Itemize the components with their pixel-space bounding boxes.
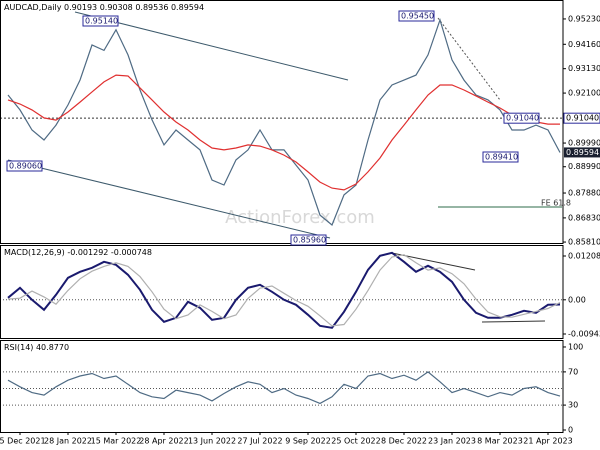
- price-label: 0.89594: [566, 148, 599, 157]
- y-tick-label: 0.87880: [568, 189, 600, 198]
- y-tick-label: 0.93130: [568, 64, 600, 73]
- x-tick-label: 28 Jan 2022: [44, 437, 92, 446]
- rsi-value: 40.8770: [36, 343, 69, 352]
- macd-header: MACD(12,26,9) -0.001292 -0.000748: [4, 248, 152, 257]
- panel-frame: [0, 340, 564, 433]
- x-tick-label: 15 Mar 2022: [91, 437, 142, 446]
- channel-line: [7, 159, 331, 239]
- symbol: AUDCAD,Daily: [4, 3, 62, 12]
- macd-label: MACD(12,26,9): [4, 248, 65, 257]
- y-tick-label: 0.95230: [568, 14, 600, 23]
- x-tick-label: 21 Apr 2023: [523, 437, 572, 446]
- high: 0.90308: [100, 3, 133, 12]
- price-label-box: [564, 147, 600, 158]
- close: 0.89594: [171, 3, 204, 12]
- annotation: 0.91040: [506, 114, 539, 123]
- y-tick-label: 30: [568, 401, 578, 410]
- y-tick-label: 0.88990: [568, 162, 600, 171]
- channel-line: [74, 11, 349, 81]
- annotation-box: [482, 151, 519, 163]
- series-line: [7, 254, 561, 327]
- y-tick-label: 70: [568, 367, 578, 376]
- y-tick-label: 0.85810: [568, 238, 600, 247]
- signal-value: -0.000748: [111, 248, 152, 257]
- x-tick-label: 9 Sep 2022: [285, 437, 331, 446]
- annotation-box: [82, 15, 119, 27]
- x-tick-label: 15 Dec 2021: [0, 437, 46, 446]
- annotation: 0.95450: [401, 12, 434, 21]
- annotation-box: [290, 234, 327, 246]
- annotation: 0.89410: [485, 153, 518, 162]
- x-tick-label: 8 Mar 2023: [477, 437, 523, 446]
- macd-value: -0.001292: [67, 248, 108, 257]
- annotation-box: [398, 10, 435, 22]
- y-tick-label: 0.89990: [568, 139, 600, 148]
- x-tick-label: 13 Jun 2022: [188, 437, 236, 446]
- x-tick-label: 28 Apr 2022: [139, 437, 188, 446]
- x-tick-label: 25 Oct 2022: [331, 437, 380, 446]
- x-tick-label: 27 Jul 2022: [237, 437, 282, 446]
- projection-line: [437, 17, 501, 101]
- y-tick-label: 0.00: [568, 295, 586, 304]
- y-tick-label: -0.009432: [568, 330, 600, 339]
- level-label-box: [563, 112, 600, 124]
- y-tick-label: 0.92100: [568, 89, 600, 98]
- annotation: 0.85960: [293, 236, 326, 245]
- open: 0.90193: [64, 3, 97, 12]
- series-line: [7, 251, 561, 329]
- x-tick-label: 23 Jan 2023: [428, 437, 476, 446]
- divergence-line: [481, 320, 546, 323]
- low: 0.89536: [135, 3, 168, 12]
- series-line: [7, 74, 560, 191]
- y-tick-label: 0: [568, 426, 573, 435]
- annotation: 0.89060: [9, 162, 42, 171]
- y-tick-label: 0.86830: [568, 213, 600, 222]
- y-tick-label: 100: [568, 342, 583, 351]
- watermark: ActionForex.com: [225, 207, 375, 228]
- rsi-header: RSI(14) 40.8770: [4, 343, 69, 352]
- annotation: 0.95140: [85, 17, 118, 26]
- y-tick-label: 0.94160: [568, 40, 600, 49]
- panel-frame: [0, 0, 564, 244]
- x-tick-label: 8 Dec 2022: [381, 437, 427, 446]
- annotation: FE 61.8: [541, 199, 571, 208]
- series-line: [7, 17, 561, 226]
- annotation-box: [6, 160, 43, 172]
- rsi-label: RSI(14): [4, 343, 33, 352]
- panel-frame: [0, 245, 564, 339]
- level-label: 0.91040: [566, 114, 599, 123]
- series-line: [7, 371, 561, 405]
- y-tick-label: 0.012081: [568, 252, 600, 261]
- annotation-box: [503, 112, 540, 124]
- chart-header: AUDCAD,Daily 0.90193 0.90308 0.89536 0.8…: [4, 3, 204, 12]
